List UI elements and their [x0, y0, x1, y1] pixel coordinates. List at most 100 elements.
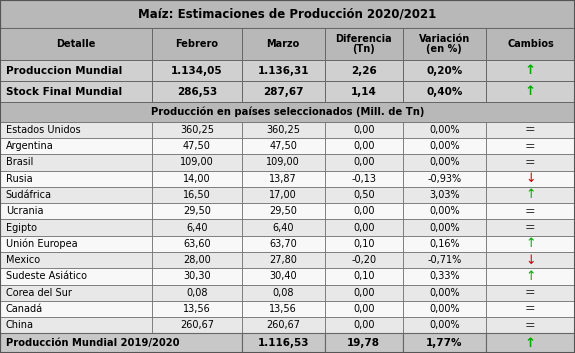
Text: ↑: ↑ — [525, 189, 536, 202]
Text: 29,50: 29,50 — [269, 206, 297, 216]
Text: 47,50: 47,50 — [269, 141, 297, 151]
Bar — [486, 301, 575, 317]
Text: -0,13: -0,13 — [351, 174, 376, 184]
Text: 63,60: 63,60 — [183, 239, 211, 249]
Text: 17,00: 17,00 — [269, 190, 297, 200]
Text: =: = — [525, 124, 536, 136]
Text: 13,56: 13,56 — [269, 304, 297, 314]
Bar — [325, 203, 402, 220]
Bar — [325, 154, 402, 170]
Text: =: = — [525, 205, 536, 218]
Text: 19,78: 19,78 — [347, 338, 380, 348]
Text: Produccion Mundial: Produccion Mundial — [6, 66, 122, 76]
Text: ↑: ↑ — [525, 64, 536, 77]
Bar — [0, 317, 152, 333]
Bar — [325, 60, 402, 81]
Text: 260,67: 260,67 — [180, 320, 214, 330]
Bar — [242, 154, 325, 170]
Bar — [152, 317, 242, 333]
Bar — [325, 170, 402, 187]
Bar — [0, 220, 152, 236]
Text: 0,00%: 0,00% — [429, 288, 459, 298]
Text: 0,08: 0,08 — [186, 288, 208, 298]
Text: 0,20%: 0,20% — [426, 66, 462, 76]
Bar — [152, 154, 242, 170]
Bar — [486, 60, 575, 81]
Text: Cambios: Cambios — [507, 39, 554, 49]
Bar — [242, 285, 325, 301]
Text: =: = — [525, 319, 536, 332]
Bar — [0, 236, 152, 252]
Bar — [325, 301, 402, 317]
Bar — [0, 28, 152, 60]
Bar — [152, 138, 242, 154]
Bar — [402, 301, 486, 317]
Text: 6,40: 6,40 — [186, 222, 208, 233]
Bar — [152, 81, 242, 102]
Bar — [402, 285, 486, 301]
Text: China: China — [6, 320, 34, 330]
Text: 0,40%: 0,40% — [426, 86, 462, 97]
Bar — [402, 170, 486, 187]
Bar — [325, 81, 402, 102]
Text: ↓: ↓ — [525, 172, 536, 185]
Text: Stock Final Mundial: Stock Final Mundial — [6, 86, 122, 97]
Bar — [325, 187, 402, 203]
Text: 0,00: 0,00 — [353, 157, 374, 167]
Text: 0,10: 0,10 — [353, 239, 374, 249]
Bar — [402, 333, 486, 353]
Text: 3,03%: 3,03% — [429, 190, 459, 200]
Text: 0,00%: 0,00% — [429, 222, 459, 233]
Text: Ucrania: Ucrania — [6, 206, 43, 216]
Bar — [486, 138, 575, 154]
Text: 1.116,53: 1.116,53 — [258, 338, 309, 348]
Text: 0,00: 0,00 — [353, 125, 374, 135]
Bar — [486, 81, 575, 102]
Bar — [486, 236, 575, 252]
Text: 13,87: 13,87 — [269, 174, 297, 184]
Text: 360,25: 360,25 — [180, 125, 214, 135]
Text: ↑: ↑ — [525, 337, 536, 350]
Bar — [486, 28, 575, 60]
Bar — [242, 138, 325, 154]
Text: =: = — [525, 156, 536, 169]
Text: 0,00: 0,00 — [353, 288, 374, 298]
Text: Corea del Sur: Corea del Sur — [6, 288, 72, 298]
Text: -0,20: -0,20 — [351, 255, 376, 265]
Text: 260,67: 260,67 — [266, 320, 300, 330]
Bar — [242, 252, 325, 268]
Bar — [242, 220, 325, 236]
Text: Diferencia
(Tn): Diferencia (Tn) — [335, 34, 392, 54]
Bar — [486, 170, 575, 187]
Bar — [152, 220, 242, 236]
Bar — [486, 317, 575, 333]
Bar — [152, 122, 242, 138]
Bar — [242, 28, 325, 60]
Bar — [486, 285, 575, 301]
Bar — [242, 122, 325, 138]
Bar — [402, 252, 486, 268]
Bar — [325, 236, 402, 252]
Bar — [0, 268, 152, 285]
Text: 109,00: 109,00 — [266, 157, 300, 167]
Bar — [486, 203, 575, 220]
Text: 28,00: 28,00 — [183, 255, 211, 265]
Bar — [402, 60, 486, 81]
Bar — [325, 138, 402, 154]
Text: 13,56: 13,56 — [183, 304, 211, 314]
Text: Marzo: Marzo — [267, 39, 300, 49]
Text: 0,00%: 0,00% — [429, 157, 459, 167]
Text: Producción en países seleccionados (Mill. de Tn): Producción en países seleccionados (Mill… — [151, 107, 424, 117]
Bar — [0, 252, 152, 268]
Text: Egipto: Egipto — [6, 222, 37, 233]
Bar — [152, 170, 242, 187]
Text: Maíz: Estimaciones de Producción 2020/2021: Maíz: Estimaciones de Producción 2020/20… — [139, 7, 436, 20]
Bar — [402, 236, 486, 252]
Bar — [402, 81, 486, 102]
Text: 0,00: 0,00 — [353, 320, 374, 330]
Text: 360,25: 360,25 — [266, 125, 300, 135]
Text: 14,00: 14,00 — [183, 174, 211, 184]
Text: =: = — [525, 303, 536, 316]
Bar — [0, 333, 242, 353]
Bar — [0, 138, 152, 154]
